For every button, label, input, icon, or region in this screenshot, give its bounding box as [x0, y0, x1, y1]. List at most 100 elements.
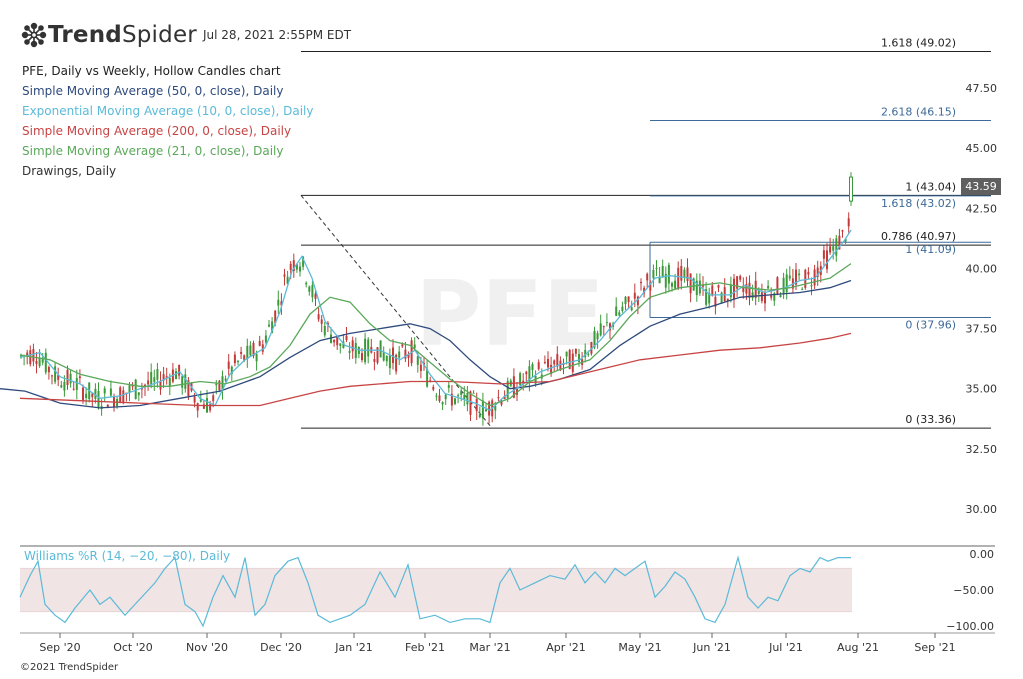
candle-body — [314, 293, 317, 299]
candle-body — [686, 267, 689, 282]
candle-body — [726, 298, 729, 301]
candle-body — [252, 342, 255, 357]
williams-r-line — [19, 555, 851, 628]
candle-body — [109, 388, 112, 396]
candle-body — [103, 388, 106, 394]
candle-body — [813, 269, 816, 286]
candle-body — [516, 387, 518, 395]
candle-body — [822, 250, 825, 259]
candle-body — [373, 359, 376, 362]
candle-body — [618, 312, 621, 316]
candle-body — [47, 366, 50, 373]
candle-body — [485, 409, 487, 412]
candle-body — [643, 287, 646, 294]
candle-body — [847, 218, 850, 227]
candle-body — [782, 277, 785, 294]
candle-body — [342, 341, 345, 348]
candle-body — [196, 403, 199, 411]
candle-body — [283, 274, 286, 277]
candle-body — [413, 344, 416, 349]
fibonacci-lines: 1.618 (49.02) 2.618 (46.15) 1 (43.04) 1.618… — [301, 37, 991, 429]
candle-body — [742, 285, 745, 292]
candle-body — [680, 265, 683, 281]
candle-body — [447, 385, 450, 388]
candle-body — [776, 277, 779, 294]
sma-50-line — [0, 279, 852, 409]
candle-body — [41, 359, 44, 363]
williams-r-label[interactable]: Williams %R (14, −20, −80), Daily — [24, 549, 231, 563]
candle-body — [457, 395, 460, 397]
candle-body — [175, 371, 177, 380]
dashed-trendline — [300, 195, 493, 429]
fib-level-label: 0.786 (40.97) — [881, 230, 956, 243]
candle-body — [519, 373, 522, 386]
candle-body — [97, 390, 100, 408]
legend-ema-10[interactable]: Exponential Moving Average (10, 0, close… — [22, 104, 314, 118]
candle-body — [333, 339, 336, 343]
current-price-badge: 43.59 — [961, 178, 1001, 195]
candle-body — [199, 399, 202, 402]
fib-level-label: 0 (37.96) — [905, 319, 956, 332]
price-tick-label: 47.50 — [966, 82, 998, 95]
candle-body — [438, 395, 441, 402]
candle-body — [379, 340, 382, 358]
candle-body — [289, 263, 292, 271]
candle-body — [810, 285, 813, 287]
candle-body — [82, 387, 84, 401]
candle-body — [106, 404, 109, 409]
candle-body — [506, 380, 509, 399]
candle-body — [785, 274, 788, 293]
date-axis: Sep '20 Oct '20 Nov '20 Dec '20 Jan '21 Feb '… — [39, 633, 956, 654]
candle-body — [268, 324, 270, 327]
candle-body — [382, 352, 385, 361]
fib-level-label: 2.618 (46.15) — [881, 106, 956, 119]
legend-sma-50[interactable]: Simple Moving Average (50, 0, close), Da… — [22, 84, 284, 98]
moving-average-lines — [0, 229, 852, 412]
williams-tick-label: −100.00 — [946, 620, 994, 633]
candle-body — [571, 353, 574, 373]
legend-sma-200[interactable]: Simple Moving Average (200, 0, close), D… — [22, 124, 292, 138]
candle-body — [78, 376, 81, 379]
candle-body — [264, 335, 267, 343]
candle-body — [849, 176, 853, 202]
candle-body — [702, 284, 704, 287]
candle-body — [277, 299, 280, 306]
candle-body — [230, 366, 233, 375]
legend-drawings[interactable]: Drawings, Daily — [22, 164, 117, 178]
candle-body — [261, 344, 264, 352]
price-tick-label: 32.50 — [966, 443, 998, 456]
candle-body — [91, 393, 94, 398]
trendspider-logo: TrendSpider — [20, 18, 197, 52]
price-tick-label: 45.00 — [966, 142, 998, 155]
candle-body — [419, 364, 422, 372]
candle-body — [497, 397, 500, 399]
candle-body — [609, 323, 611, 331]
candle-body — [550, 364, 553, 375]
candle-body — [336, 335, 339, 346]
candle-body — [140, 388, 143, 390]
candle-body — [404, 349, 407, 359]
legend-sma-21[interactable]: Simple Moving Average (21, 0, close), Da… — [22, 144, 284, 158]
fib-level-label: 1.618 (43.02) — [881, 197, 956, 210]
candle-body — [795, 269, 797, 285]
candle-body — [187, 380, 190, 396]
candle-body — [75, 378, 78, 390]
date-tick-label: Dec '20 — [260, 641, 302, 654]
candle-body — [237, 361, 239, 363]
candle-body — [94, 388, 97, 399]
candle-body — [156, 369, 159, 380]
candle-body — [488, 401, 491, 416]
candle-body — [305, 282, 308, 285]
date-tick-label: Oct '20 — [113, 641, 153, 654]
candle-body — [512, 376, 515, 398]
candle-body — [122, 390, 125, 404]
price-tick-label: 37.50 — [966, 323, 998, 336]
candle-body — [652, 269, 655, 279]
candle-body — [553, 360, 556, 365]
candle-body — [454, 398, 456, 405]
candle-body — [168, 377, 171, 386]
trend-drawings — [300, 195, 493, 429]
candle-body — [844, 238, 847, 242]
candle-body — [299, 266, 301, 272]
